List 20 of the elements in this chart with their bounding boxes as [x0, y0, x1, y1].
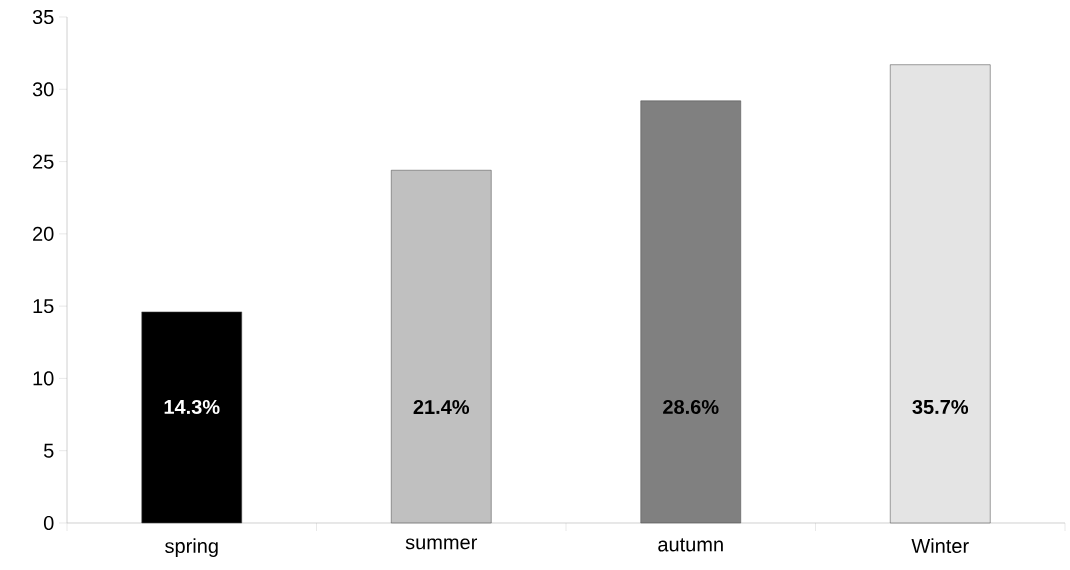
bar — [640, 100, 742, 524]
y-tick-label: 20 — [33, 226, 54, 241]
bar — [889, 64, 991, 524]
bar — [390, 169, 492, 524]
y-tick-label: 35 — [32, 9, 54, 25]
y-tick-label: 10 — [33, 371, 54, 386]
annotation: 28.6% — [663, 399, 719, 415]
y-tick-label: 30 — [32, 82, 54, 97]
bar — [141, 311, 243, 524]
annotation: 35.7% — [912, 399, 969, 415]
annotation: 21.4% — [413, 399, 470, 415]
annotation: 14.3% — [164, 399, 220, 415]
x-tick-label: Winter — [911, 538, 969, 554]
y-tick-label: 25 — [33, 154, 54, 169]
x-tick-label: summer — [405, 538, 478, 550]
y-tick-label: 15 — [33, 299, 54, 314]
y-tick-label: 0 — [43, 515, 54, 531]
x-tick-label: autumn — [658, 538, 723, 552]
y-tick-label: 5 — [43, 443, 54, 458]
x-tick-label: spring — [165, 538, 218, 557]
